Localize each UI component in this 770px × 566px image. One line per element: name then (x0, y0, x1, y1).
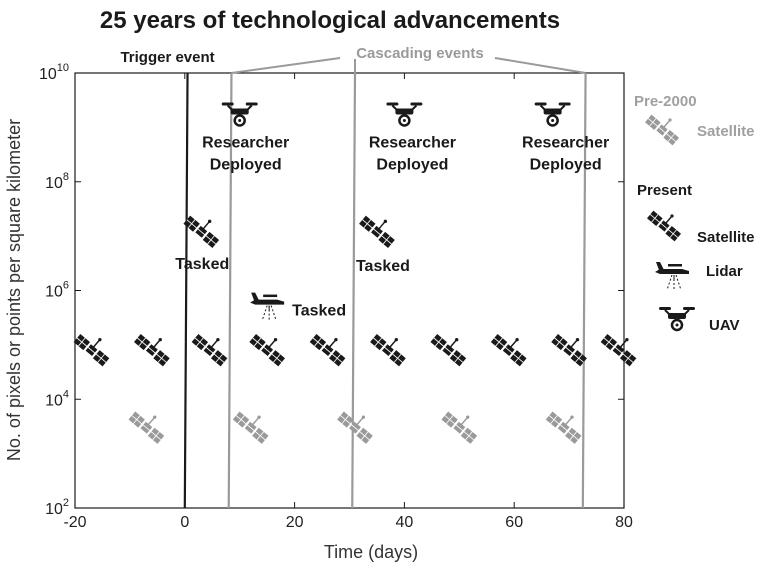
cascading-event-line (581, 72, 587, 509)
legend-pre2000-satellite-icon (644, 113, 680, 147)
legend: Pre-2000 Satellite Present Satellite Lid… (634, 93, 755, 334)
uav-label-researcher: Researcher (202, 134, 289, 151)
x-tick-label: 20 (286, 514, 304, 531)
cascading-event-line (351, 72, 357, 509)
uav-label-researcher: Researcher (369, 134, 456, 151)
satellite-marker-icon (599, 333, 638, 368)
x-tick-label: 80 (615, 514, 633, 531)
satellite-marker-icon (127, 410, 165, 445)
y-tick-label: 1010 (39, 62, 69, 83)
satellite-marker-icon (190, 333, 229, 368)
cascading-connector (494, 57, 586, 74)
y-tick-label: 102 (45, 497, 69, 518)
y-tick-label: 108 (45, 171, 69, 192)
uav-label-deployed: Deployed (530, 156, 602, 173)
uav-drone-marker-icon (385, 101, 424, 127)
legend-pre2000-title: Pre-2000 (634, 93, 697, 110)
legend-lidar-label: Lidar (706, 263, 743, 280)
legend-pre2000-satellite-label: Satellite (697, 123, 755, 140)
cascading-event-line (227, 72, 233, 509)
satellite-marker-icon (336, 410, 374, 445)
legend-present-satellite-label: Satellite (697, 229, 755, 246)
x-tick-label: 60 (505, 514, 523, 531)
legend-uav-icon (657, 305, 697, 332)
cascading-events-label: Cascading events (356, 45, 484, 62)
satellite-marker-icon (308, 333, 347, 368)
x-axis-label: Time (days) (324, 542, 418, 562)
satellite-marker-icon (429, 333, 467, 368)
lidar-plane-marker-icon (249, 292, 285, 322)
satellite-tasked-label: Tasked (356, 258, 410, 275)
y-tick-label: 104 (45, 388, 69, 409)
uav-label-deployed: Deployed (210, 156, 282, 173)
uav-drone-marker-icon (220, 101, 259, 127)
satellite-marker-icon (248, 333, 286, 368)
satellite-marker-icon (72, 333, 111, 368)
satellite-marker-icon (232, 410, 270, 445)
legend-uav-label: UAV (709, 317, 740, 334)
chart-title: 25 years of technological advancements (100, 7, 560, 34)
satellite-marker-icon (550, 333, 588, 368)
satellite-marker-icon (545, 410, 583, 445)
trigger-event-line (183, 72, 189, 509)
x-tick-label: -20 (63, 514, 86, 531)
uav-drone-marker-icon (533, 101, 572, 127)
satellite-tasked-label: Tasked (175, 256, 229, 273)
uav-label-researcher: Researcher (522, 134, 609, 151)
satellite-marker-icon (490, 333, 528, 368)
y-axis-label: No. of pixels or points per square kilom… (4, 119, 24, 461)
y-tick-label: 106 (45, 280, 69, 301)
lidar-tasked-label: Tasked (292, 303, 346, 320)
legend-present-title: Present (637, 182, 692, 199)
uav-label-deployed: Deployed (376, 156, 448, 173)
trigger-event-label: Trigger event (120, 49, 214, 66)
satellite-marker-icon (440, 410, 478, 445)
satellite-marker-icon (369, 333, 407, 368)
cascading-connector (231, 57, 341, 74)
satellite-marker-icon (182, 214, 220, 249)
legend-present-satellite-icon (646, 209, 682, 243)
satellite-marker-icon (358, 214, 396, 249)
x-tick-label: 0 (180, 514, 189, 531)
x-tick-label: 40 (396, 514, 414, 531)
legend-lidar-icon (654, 261, 690, 291)
satellite-marker-icon (133, 333, 171, 368)
